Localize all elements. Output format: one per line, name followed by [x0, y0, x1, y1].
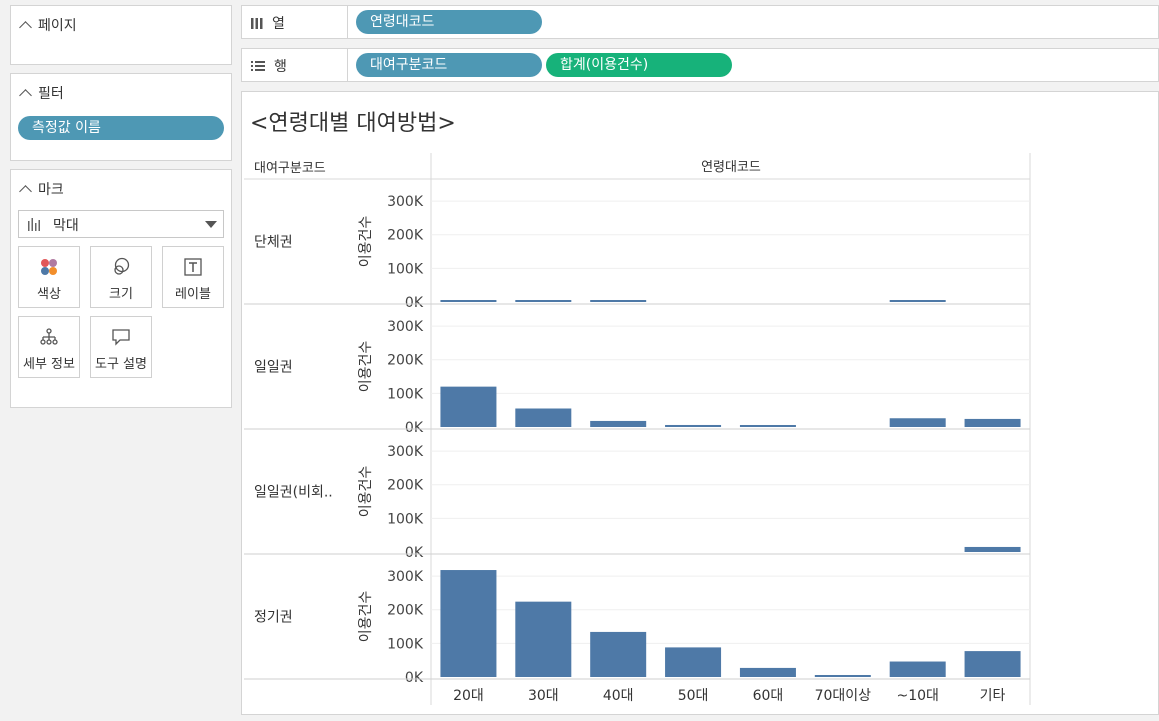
size-button[interactable]: 크기 [90, 246, 152, 308]
column-header: 연령대코드 [701, 160, 761, 175]
columns-pill-age-code[interactable]: 연령대코드 [356, 10, 542, 34]
bar [739, 425, 796, 427]
marks-card: 마크 막대 색상 크기 레이블 세부 정보 [10, 169, 232, 408]
pages-card-title: 페이지 [38, 18, 77, 34]
mark-type-label: 막대 [53, 218, 79, 234]
bar [440, 570, 497, 677]
x-tick-label: ~10대 [896, 688, 938, 704]
x-tick-label: 기타 [980, 688, 1006, 704]
bar [515, 300, 572, 302]
filters-card-title: 필터 [38, 86, 64, 102]
bar-chart-icon [28, 218, 40, 231]
y-axis-title: 이용건수 [358, 466, 374, 518]
color-button-label: 색상 [37, 287, 61, 302]
chevron-up-icon[interactable] [19, 20, 32, 34]
bar [590, 300, 647, 302]
y-tick-label: 0K [405, 670, 424, 686]
bar [515, 601, 572, 677]
y-tick-label: 0K [405, 545, 424, 561]
label-button[interactable]: 레이블 [162, 246, 224, 308]
rows-icon [251, 61, 265, 71]
x-tick-label: 20대 [453, 688, 484, 704]
y-tick-label: 300K [387, 194, 424, 210]
y-tick-label: 0K [405, 295, 424, 311]
x-tick-label: 30대 [528, 688, 559, 704]
chevron-down-icon[interactable] [205, 221, 217, 228]
x-tick-label: 60대 [753, 688, 784, 704]
x-tick-label: 70대이상 [815, 688, 872, 704]
row-label: 정기권 [254, 610, 293, 626]
rows-pill-rental-type[interactable]: 대여구분코드 [356, 53, 542, 77]
detail-button[interactable]: 세부 정보 [18, 316, 80, 378]
row-header: 대여구분코드 [254, 161, 326, 176]
tooltip-button[interactable]: 도구 설명 [90, 316, 152, 378]
y-axis-title: 이용건수 [358, 216, 374, 268]
bar [814, 675, 871, 677]
detail-button-label: 세부 정보 [23, 357, 75, 372]
chart-title: <연령대별 대여방법> [250, 111, 456, 136]
bar [964, 418, 1021, 427]
bar [515, 408, 572, 427]
bar [590, 420, 647, 427]
bar [964, 546, 1021, 552]
columns-shelf-label: 열 [272, 16, 285, 32]
row-label: 일일권(비회.. [254, 485, 333, 501]
x-tick-label: 50대 [678, 688, 709, 704]
bar [665, 647, 722, 677]
row-label: 일일권 [254, 360, 293, 376]
row-label: 단체권 [254, 235, 293, 251]
y-tick-label: 200K [387, 228, 424, 244]
y-tick-label: 100K [387, 636, 424, 652]
columns-icon [251, 18, 263, 29]
bar [889, 300, 946, 302]
y-tick-label: 200K [387, 478, 424, 494]
columns-shelf[interactable]: 열 연령대코드 [241, 5, 1159, 39]
bar [665, 424, 722, 427]
y-axis-title: 이용건수 [358, 591, 374, 643]
worksheet: <연령대별 대여방법> 대여구분코드 연령대코드 0K 100K 200K 300K 단… [241, 91, 1159, 715]
bar [964, 651, 1021, 677]
chevron-up-icon[interactable] [19, 184, 32, 198]
filters-card: 필터 측정값 이름 [10, 73, 232, 161]
label-button-label: 레이블 [175, 287, 211, 302]
filters-card-header[interactable]: 필터 [19, 83, 64, 103]
x-tick-label: 40대 [603, 688, 634, 704]
rows-shelf[interactable]: 행 대여구분코드 합계(이용건수) [241, 48, 1159, 82]
bar [889, 418, 946, 427]
rows-pill-sum-usage[interactable]: 합계(이용건수) [546, 53, 732, 77]
size-circles-icon [114, 257, 130, 275]
y-axis-title: 이용건수 [358, 341, 374, 393]
tooltip-bubble-icon [112, 329, 130, 346]
y-tick-label: 200K [387, 353, 424, 369]
rows-shelf-label: 행 [274, 59, 287, 75]
y-tick-label: 300K [387, 444, 424, 460]
marks-card-header[interactable]: 마크 [19, 179, 64, 199]
bar [440, 386, 497, 427]
size-button-label: 크기 [109, 287, 133, 302]
chevron-up-icon[interactable] [19, 88, 32, 102]
mark-type-dropdown[interactable]: 막대 [18, 210, 224, 238]
filter-pill-measure-names[interactable]: 측정값 이름 [18, 116, 224, 140]
bar [889, 661, 946, 677]
label-text-icon [184, 258, 202, 276]
bar [590, 631, 647, 677]
y-tick-label: 200K [387, 603, 424, 619]
bar [739, 667, 796, 677]
y-tick-label: 0K [405, 420, 424, 436]
marks-card-title: 마크 [38, 182, 64, 198]
bar [440, 300, 497, 302]
color-button[interactable]: 색상 [18, 246, 80, 308]
y-tick-label: 100K [387, 386, 424, 402]
pages-card: 페이지 [10, 5, 232, 65]
y-tick-label: 100K [387, 261, 424, 277]
tooltip-button-label: 도구 설명 [95, 357, 147, 372]
detail-tree-icon [40, 328, 58, 345]
pages-card-header[interactable]: 페이지 [19, 15, 77, 35]
bar-chart: <연령대별 대여방법> 대여구분코드 연령대코드 0K 100K 200K 300K 단… [244, 111, 1031, 705]
color-dots-icon [41, 259, 57, 275]
y-tick-label: 100K [387, 511, 424, 527]
y-tick-label: 300K [387, 319, 424, 335]
y-tick-label: 300K [387, 569, 424, 585]
